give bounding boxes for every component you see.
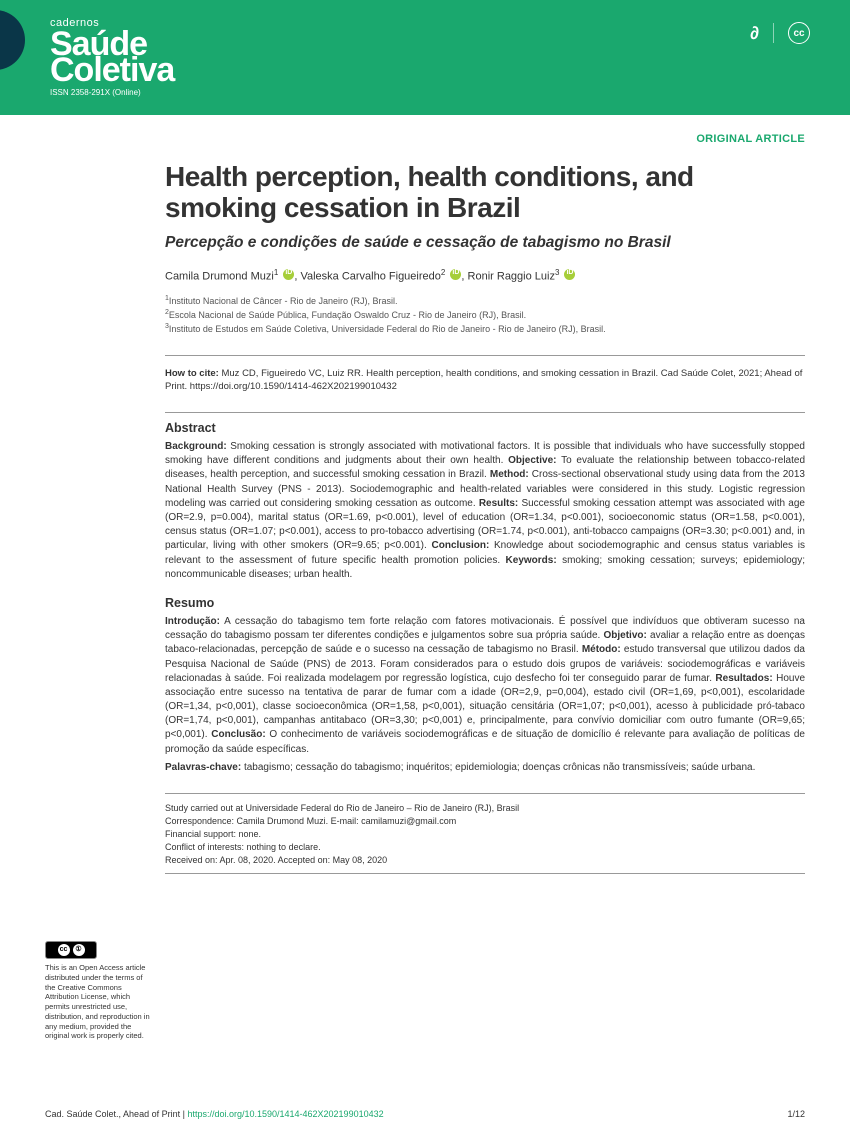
- citation-text: Muz CD, Figueiredo VC, Luiz RR. Health p…: [165, 368, 802, 392]
- citation-box: How to cite: Muz CD, Figueiredo VC, Luiz…: [165, 364, 805, 397]
- title-portuguese: Percepção e condições de saúde e cessaçã…: [165, 234, 805, 252]
- correspondence: Correspondence: Camila Drumond Muzi. E-m…: [165, 815, 805, 828]
- affiliation-2: Escola Nacional de Saúde Pública, Fundaç…: [169, 310, 526, 320]
- footer-doi[interactable]: https://doi.org/10.1590/1414-462X2021990…: [187, 1109, 383, 1119]
- cc-icon: cc: [788, 22, 810, 44]
- cc-by-badge[interactable]: cc ①: [45, 941, 97, 959]
- financial-support: Financial support: none.: [165, 828, 805, 841]
- footer-citation: Cad. Saúde Colet., Ahead of Print |: [45, 1109, 187, 1119]
- dates: Received on: Apr. 08, 2020. Accepted on:…: [165, 854, 805, 867]
- divider-rule: [165, 355, 805, 356]
- by-icon: ①: [73, 944, 85, 956]
- affiliation-3: Instituto de Estudos em Saúde Coletiva, …: [169, 324, 606, 334]
- open-access-icon: ∂: [750, 23, 759, 44]
- author-2-name: Valeska Carvalho Figueiredo: [300, 270, 440, 282]
- header-ornament: [0, 10, 25, 70]
- orcid-icon[interactable]: [450, 269, 461, 280]
- license-sidebar: cc ① This is an Open Access article dist…: [45, 941, 150, 1041]
- journal-name-2: Coletiva: [50, 53, 174, 87]
- study-info: Study carried out at Universidade Federa…: [165, 802, 805, 815]
- resumo-heading: Resumo: [165, 596, 805, 610]
- journal-header: cadernos Saúde Coletiva ISSN 2358-291X (…: [0, 0, 850, 115]
- divider-rule: [165, 412, 805, 413]
- page-number: 1/12: [787, 1109, 805, 1119]
- journal-issn: ISSN 2358-291X (Online): [50, 89, 174, 97]
- authors-line: Camila Drumond Muzi1 , Valeska Carvalho …: [165, 268, 805, 283]
- license-text: This is an Open Access article distribut…: [45, 963, 150, 1040]
- author-1-affil: 1: [274, 268, 278, 277]
- icon-divider: [773, 23, 774, 43]
- header-icons: ∂ cc: [750, 22, 810, 44]
- orcid-icon[interactable]: [564, 269, 575, 280]
- abstract-heading: Abstract: [165, 421, 805, 435]
- divider-rule: [165, 793, 805, 794]
- abstract-english: Background: Smoking cessation is strongl…: [165, 440, 805, 582]
- article-footer-info: Study carried out at Universidade Federa…: [165, 802, 805, 867]
- affiliation-1: Instituto Nacional de Câncer - Rio de Ja…: [169, 296, 398, 306]
- page-footer: Cad. Saúde Colet., Ahead of Print | http…: [0, 1099, 850, 1133]
- divider-rule: [165, 873, 805, 874]
- cc-icon: cc: [58, 944, 70, 956]
- orcid-icon[interactable]: [283, 269, 294, 280]
- citation-label: How to cite:: [165, 368, 219, 379]
- conflict-interests: Conflict of interests: nothing to declar…: [165, 841, 805, 854]
- abstract-portuguese: Introdução: A cessação do tabagismo tem …: [165, 615, 805, 775]
- affiliations: 1Instituto Nacional de Câncer - Rio de J…: [165, 294, 805, 336]
- author-1-name: Camila Drumond Muzi: [165, 270, 274, 282]
- journal-logo: cadernos Saúde Coletiva ISSN 2358-291X (…: [50, 18, 174, 97]
- article-type: ORIGINAL ARTICLE: [165, 133, 805, 145]
- title-english: Health perception, health conditions, an…: [165, 161, 805, 224]
- author-3-affil: 3: [555, 268, 559, 277]
- author-3-name: Ronir Raggio Luiz: [468, 270, 555, 282]
- author-2-affil: 2: [441, 268, 445, 277]
